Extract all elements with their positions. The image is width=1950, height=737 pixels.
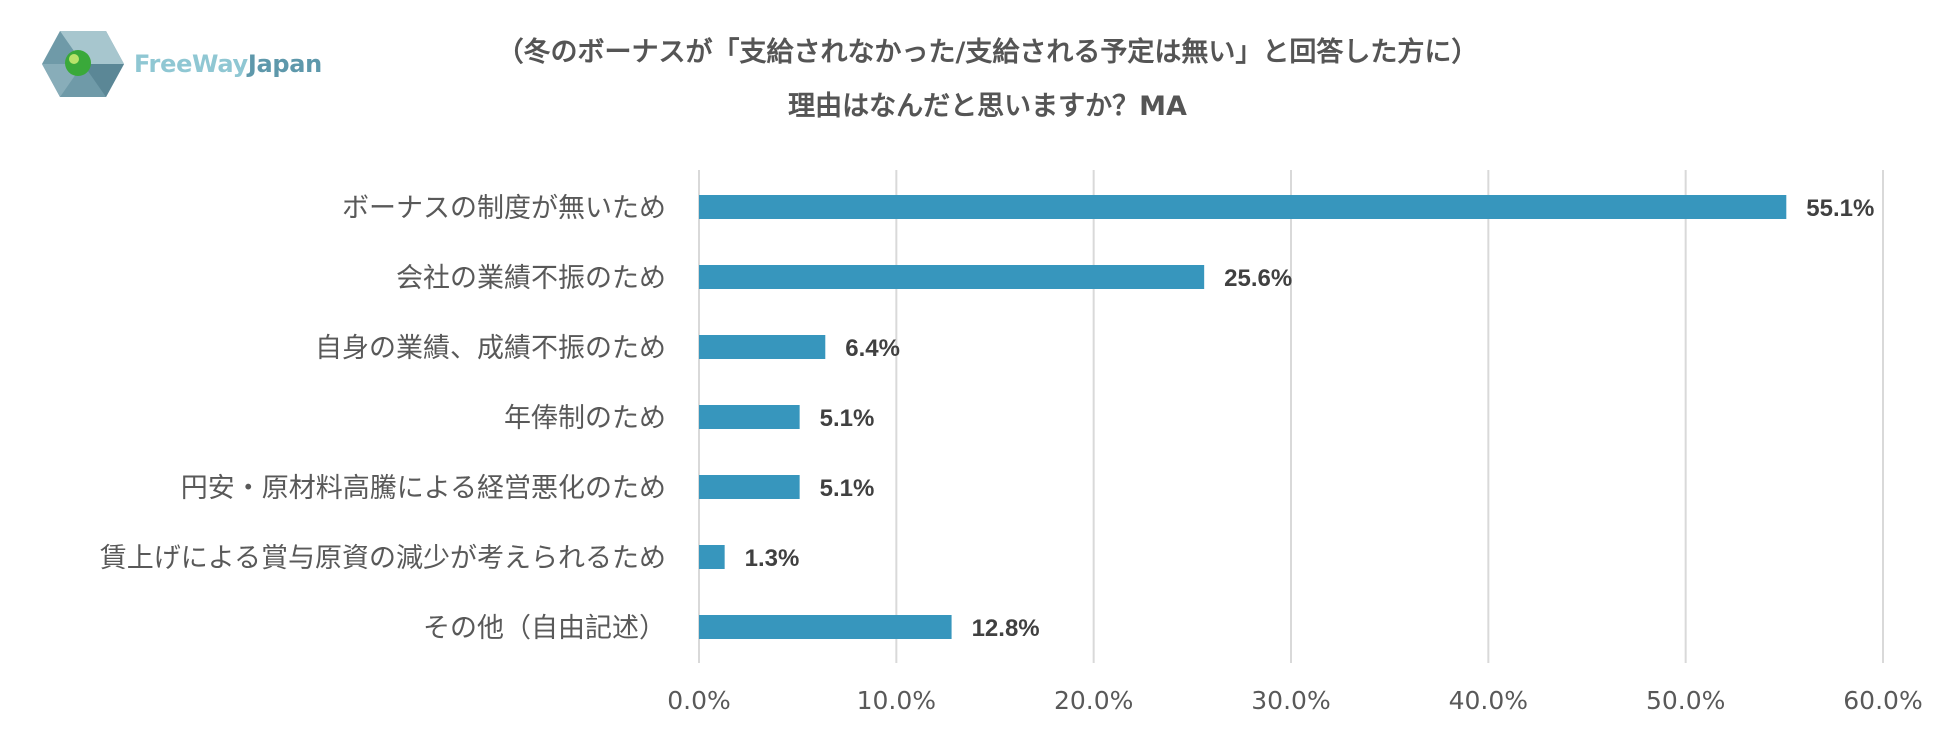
brand-name-part2: Japan [247,50,322,78]
data-label: 25.6% [1224,265,1292,292]
brand-name-part1: FreeWay [134,50,248,78]
category-label: 会社の業績不振のため [396,263,666,294]
bar [699,405,800,429]
bar [699,195,1787,219]
data-label: 12.8% [972,615,1040,642]
bar [699,335,826,359]
logo: FreeWayJapan [42,28,322,100]
bar [699,545,725,569]
x-tick-label: 60.0% [1843,686,1922,715]
data-label: 1.3% [745,545,800,572]
data-label: 6.4% [845,335,900,362]
x-tick-label: 40.0% [1449,686,1528,715]
brand-name: FreeWayJapan [134,50,322,78]
category-label: 賃上げによる賞与原資の減少が考えられるため [100,543,666,574]
freewayjapan-logo-icon [42,31,124,97]
x-tick-label: 20.0% [1054,686,1133,715]
data-label: 5.1% [820,475,875,502]
bar [699,615,952,639]
bar [699,475,800,499]
x-tick-label: 30.0% [1251,686,1330,715]
category-label: ボーナスの制度が無いため [342,193,666,224]
category-label: 自身の業績、成績不振のため [315,333,666,364]
category-label: 円安・原材料高騰による経営悪化のため [181,473,666,504]
x-tick-label: 10.0% [857,686,936,715]
chart-title-line2: 理由はなんだと思いますか？MA [788,91,1187,122]
chart-title: （冬のボーナスが「支給されなかった/支給される予定は無い」と回答した方に） 理由… [0,26,1950,134]
category-label: その他（自由記述） [423,613,666,644]
bar [699,265,1205,289]
x-tick-label: 0.0% [667,686,731,715]
chart-title-line1: （冬のボーナスが「支給されなかった/支給される予定は無い」と回答した方に） [496,37,1479,68]
data-label: 5.1% [820,405,875,432]
category-label: 年俸制のため [504,403,666,434]
x-tick-label: 50.0% [1646,686,1725,715]
data-label: 55.1% [1806,195,1874,222]
